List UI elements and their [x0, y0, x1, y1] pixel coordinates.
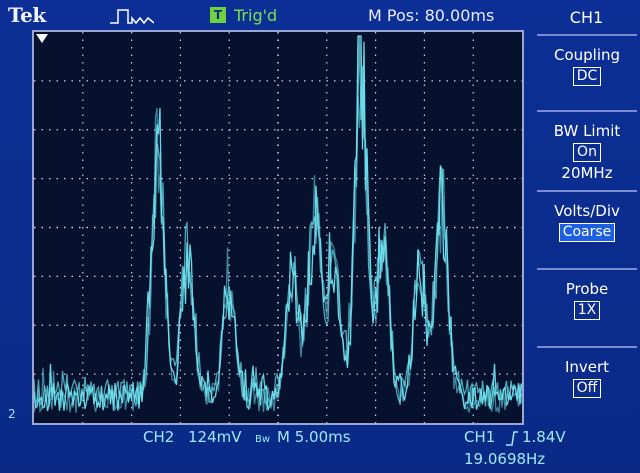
- probe-value: 1X: [573, 301, 601, 320]
- menu-item-probe[interactable]: Probe 1X: [537, 268, 637, 346]
- ch1-trigger-source: CH1: [464, 428, 496, 446]
- top-status-bar: Tek T Trig'd M Pos: 80.00ms: [0, 0, 530, 30]
- trigger-position-marker-icon: [36, 34, 48, 43]
- waveform-traces: [34, 35, 522, 413]
- invert-value: Off: [572, 379, 602, 398]
- frequency-readout: 19.0698Hz: [464, 450, 546, 468]
- menu-item-label: Invert: [564, 358, 610, 376]
- menu-item-volts-div[interactable]: Volts/Div Coarse: [537, 190, 637, 268]
- channel-ground-marker: 2: [8, 407, 16, 421]
- trigger-level-readout: 1.84V: [522, 428, 566, 446]
- bw-limit-value: On: [573, 143, 601, 162]
- menu-item-invert[interactable]: Invert Off: [537, 346, 637, 426]
- waveform-plot: [34, 32, 522, 423]
- ch2-scale: 124mV: [188, 428, 242, 446]
- main-position-readout: M Pos: 80.00ms: [368, 6, 495, 25]
- menu-item-coupling[interactable]: Coupling DC: [537, 34, 637, 112]
- menu-item-bw-limit[interactable]: BW Limit On 20MHz: [537, 110, 637, 190]
- timebase-readout: M 5.00ms: [277, 428, 351, 446]
- menu-item-label: Volts/Div: [554, 202, 620, 220]
- acquisition-mode-icon: [110, 9, 154, 25]
- coupling-value: DC: [572, 67, 602, 86]
- channel-side-menu: CH1 Coupling DC BW Limit On 20MHz Volts/…: [533, 0, 640, 473]
- trigger-status: Trig'd: [234, 6, 278, 25]
- ch2-label: CH2: [143, 428, 175, 446]
- volts-div-value: Coarse: [558, 223, 616, 242]
- bandwidth-limit-mark: Bw: [255, 434, 271, 445]
- waveform-screen: [32, 30, 524, 425]
- menu-item-label: Probe: [565, 280, 609, 298]
- menu-item-label: BW Limit: [553, 122, 621, 140]
- bottom-status-bar: CH2 124mV Bw M 5.00ms CH1 1.84V 19.0698H…: [0, 426, 566, 473]
- trigger-badge: T: [210, 7, 226, 23]
- menu-item-label: Coupling: [553, 46, 621, 64]
- bw-limit-frequency: 20MHz: [561, 164, 613, 182]
- graticule: [34, 32, 522, 423]
- ch1-trace-persist: [34, 35, 522, 408]
- brand-logo: Tek: [8, 3, 46, 27]
- rising-edge-icon: [506, 431, 518, 446]
- menu-title: CH1: [569, 8, 604, 27]
- ch2-trace: [34, 83, 522, 413]
